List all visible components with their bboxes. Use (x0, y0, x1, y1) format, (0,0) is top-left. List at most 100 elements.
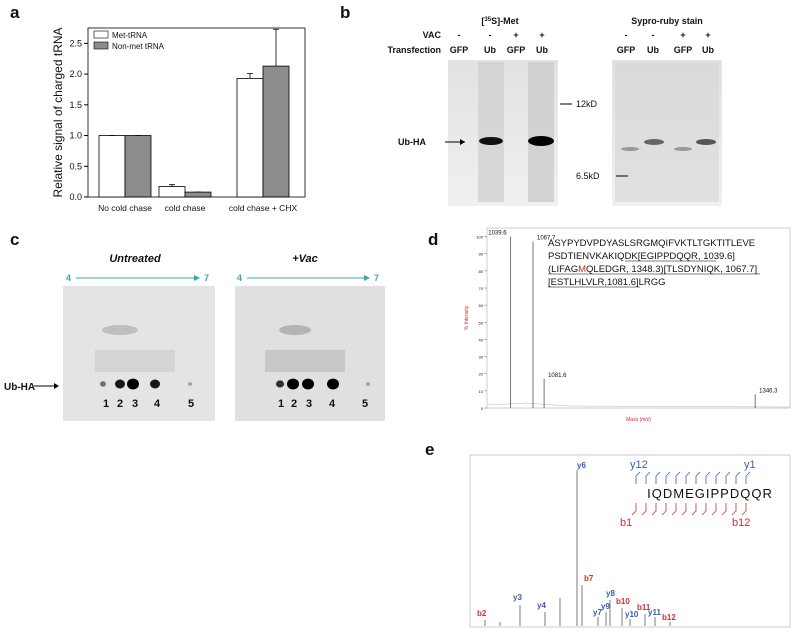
ion-label: y10 (625, 610, 639, 619)
y-tick-label: 50 (479, 320, 484, 325)
y-tick-label: 0 (481, 406, 484, 411)
y-tick-label: 80 (479, 269, 484, 274)
panel-letter: d (428, 230, 438, 249)
arrow-head (54, 383, 59, 389)
marker-label: 12kD (576, 99, 598, 109)
bar (98, 135, 126, 198)
lane-label: Ub (536, 45, 548, 55)
ladder-label: b1 (620, 517, 632, 529)
ion-label: y6 (577, 461, 586, 470)
lane-label: Ub (647, 45, 659, 55)
y-tick-label: 30 (479, 355, 484, 360)
ladder-label: y1 (744, 459, 756, 471)
y-tick-label: 1.5 (69, 100, 82, 110)
sequence-line: ASYPYDVPDYASLSRGMQIFVKTLTGKTITLEVE (548, 238, 755, 249)
sequence-line: PSDTIENVKAKIQDK[EGIPPDQQR, 1039.6] (548, 251, 735, 262)
y-tick-label: 70 (479, 286, 484, 291)
panel-letter: b (340, 3, 350, 22)
spot-number: 5 (188, 398, 194, 410)
spot (366, 382, 370, 386)
bar (236, 77, 264, 198)
y-ions (635, 471, 751, 484)
ion-label: b7 (584, 574, 594, 583)
band (696, 139, 716, 145)
ph-label: 7 (204, 273, 209, 283)
bar (184, 191, 212, 198)
y-tick-label: 0.0 (69, 192, 82, 202)
vac-sign: + (539, 30, 544, 40)
ion-label: y7 (593, 608, 602, 617)
band (528, 136, 554, 146)
spectrum-frame (469, 454, 791, 628)
x-tick-label: cold chase + CHX (229, 203, 298, 213)
error-bar (169, 184, 175, 187)
y-tick-label: 100 (476, 235, 483, 240)
spot-number: 2 (291, 398, 297, 410)
error-bar (273, 28, 279, 67)
spot-number: 4 (154, 398, 161, 410)
sequence-highlight: M (578, 264, 586, 275)
ladder-label: b12 (732, 517, 750, 529)
band (674, 147, 692, 151)
spot (100, 381, 106, 387)
lane-label: Ub (484, 45, 496, 55)
spot-group (100, 378, 370, 390)
lane-smear (478, 62, 504, 202)
vac-sign: - (625, 30, 628, 40)
spot (302, 378, 314, 390)
vac-sign: + (705, 30, 710, 40)
title-part: S]-Met (491, 16, 519, 26)
gel (235, 286, 385, 421)
y-tick-label: 20 (479, 372, 484, 377)
band-label: Ub-HA (4, 382, 35, 393)
peak-label: 1081.6 (548, 373, 567, 379)
gel-title: Sypro-ruby stain (631, 16, 703, 26)
spot (327, 378, 339, 390)
sequence-line: (LIFAGMQLEDGR, 1348.3)[TLSDYNIQK, 1067.7… (548, 264, 757, 275)
legend-swatch (93, 30, 109, 39)
ion-label: y9 (601, 602, 610, 611)
lane-label: GFP (674, 45, 693, 55)
gel-b (445, 60, 722, 206)
sequence-line: [ESTLHLVLR,1081.6]LRGG (548, 277, 666, 288)
bar (124, 135, 152, 198)
row-label: Transfection (387, 45, 441, 55)
title-sup: 35 (484, 17, 491, 23)
spot (150, 379, 160, 389)
sequence-part: QLEDGR, 1348.3)[TLSDYNIQK, 1067.7] (586, 264, 757, 275)
plot-frame (486, 227, 791, 409)
lane-label: Ub (702, 45, 714, 55)
vac-sign: + (680, 30, 685, 40)
ion-label: b10 (616, 597, 630, 606)
ion-label: y3 (513, 593, 522, 602)
lane-smear (528, 62, 554, 202)
ion-label: b12 (662, 613, 676, 622)
legend-swatch (93, 41, 109, 50)
y-tick-label: 10 (479, 389, 484, 394)
ion-label: y11 (648, 608, 661, 617)
stain-smear (615, 62, 719, 202)
gel-c (34, 275, 385, 421)
x-axis-label: Mass (m/z) (626, 417, 651, 423)
y-tick-label: 40 (479, 337, 484, 342)
y-axis-label: % Intensity (464, 305, 470, 330)
lane-label: GFP (450, 45, 469, 55)
y-tick-label: 90 (479, 252, 484, 257)
panel-letter: a (10, 3, 20, 22)
band (621, 147, 639, 151)
error-bar (247, 73, 253, 79)
panel-letter: e (425, 440, 434, 459)
peak-label: 1039.6 (488, 231, 507, 237)
spot-number: 3 (306, 398, 312, 410)
peak-label: 1346.3 (759, 388, 778, 394)
bar (158, 186, 186, 198)
panel-letter: c (10, 230, 19, 249)
y-axis-label: Relative signal of charged tRNA (51, 27, 65, 197)
fragment-ladder (631, 471, 751, 516)
peak-label: 1067.7 (537, 236, 556, 242)
spot-number: 3 (132, 398, 138, 410)
peptide: IQDMEGIPPDQQR (647, 486, 773, 501)
vac-sign: - (458, 30, 461, 40)
